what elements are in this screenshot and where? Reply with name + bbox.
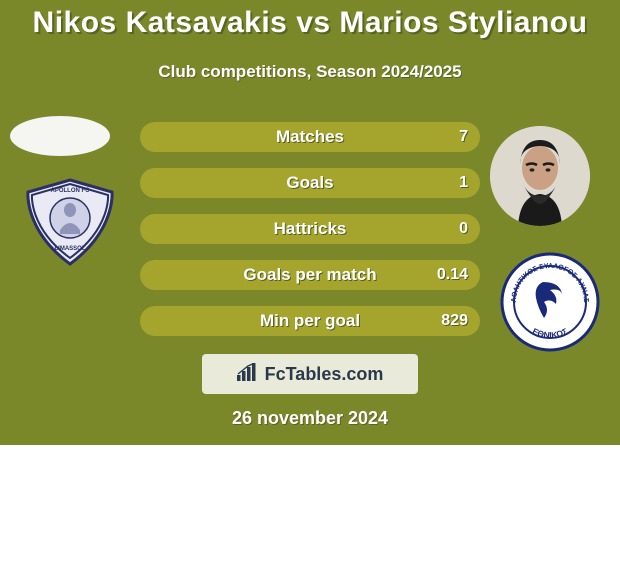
brand-text: FcTables.com: [265, 364, 384, 385]
bar-chart-icon: [237, 363, 259, 386]
stat-value-right: 829: [441, 306, 468, 336]
stat-label: Hattricks: [140, 214, 480, 244]
subtitle: Club competitions, Season 2024/2025: [0, 62, 620, 82]
stat-label: Goals: [140, 168, 480, 198]
stats-list: Matches7Goals1Hattricks0Goals per match0…: [140, 122, 480, 352]
club-badge-left: APOLLON FC LIMASSOL: [20, 178, 120, 266]
stat-row: Goals1: [140, 168, 480, 198]
stat-label: Min per goal: [140, 306, 480, 336]
date-text: 26 november 2024: [0, 408, 620, 429]
stat-value-right: 0: [459, 214, 468, 244]
stat-row: Hattricks0: [140, 214, 480, 244]
page-title: Nikos Katsavakis vs Marios Stylianou: [0, 6, 620, 40]
brand-box[interactable]: FcTables.com: [202, 354, 418, 394]
svg-text:LIMASSOL: LIMASSOL: [55, 246, 86, 252]
stat-value-right: 0.14: [437, 260, 468, 290]
stat-row: Goals per match0.14: [140, 260, 480, 290]
stat-row: Matches7: [140, 122, 480, 152]
stat-label: Matches: [140, 122, 480, 152]
player-right-photo: [490, 126, 590, 226]
comparison-card: Nikos Katsavakis vs Marios Stylianou Clu…: [0, 0, 620, 445]
player-left-photo: [10, 116, 110, 156]
stat-value-right: 7: [459, 122, 468, 152]
stat-value-right: 1: [459, 168, 468, 198]
stat-label: Goals per match: [140, 260, 480, 290]
club-badge-right: ΑΘΛΗΤΙΚΟΣ ΣΥΛΛΟΓΟΣ ΑΧΝΑΣ ΕΘΝΙΚΟΣ: [500, 252, 600, 352]
stat-row: Min per goal829: [140, 306, 480, 336]
svg-text:APOLLON FC: APOLLON FC: [51, 188, 91, 194]
